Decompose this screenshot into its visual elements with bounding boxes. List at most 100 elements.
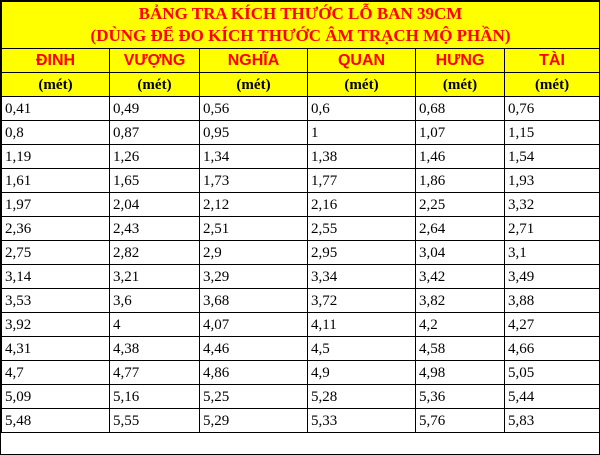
- table-cell: 3,88: [503, 288, 600, 313]
- table-cell: 3,14: [1, 264, 110, 289]
- table-row: 1,97 2,04 2,12 2,16 2,25 3,32: [1, 192, 600, 217]
- table-cell: 4,11: [307, 312, 416, 337]
- table-row: 4,7 4,77 4,86 4,9 4,98 5,05: [1, 360, 600, 385]
- table-cell: 3,32: [503, 192, 600, 217]
- table-cell: 4,9: [307, 360, 416, 385]
- table-row: 5,09 5,16 5,25 5,28 5,36 5,44: [1, 384, 600, 409]
- table-cell: 0,49: [109, 96, 200, 121]
- table-cell: 5,36: [415, 384, 505, 409]
- table-title: BẢNG TRA KÍCH THƯỚC LỖ BAN 39CM (DÙNG ĐỂ…: [0, 1, 600, 49]
- table-cell: 2,25: [415, 192, 505, 217]
- table-cell: 1,86: [415, 168, 505, 193]
- table-row: 0,8 0,87 0,95 1 1,07 1,15: [1, 120, 600, 145]
- table-cell: 5,48: [1, 408, 110, 433]
- table-cell: 4,46: [199, 336, 308, 361]
- table-cell: 3,21: [109, 264, 200, 289]
- table-cell: 1: [307, 120, 416, 145]
- table-row: 1,61 1,65 1,73 1,77 1,86 1,93: [1, 168, 600, 193]
- table-cell: 4,77: [109, 360, 200, 385]
- table-cell: 4,7: [1, 360, 110, 385]
- column-header-vuong: VƯỢNG: [109, 48, 200, 73]
- header-names-row: ĐINH VƯỢNG NGHĨA QUAN HƯNG TÀI: [1, 48, 600, 73]
- title-line-2: (DÙNG ĐỂ ĐO KÍCH THƯỚC ÂM TRẠCH MỘ PHẦN): [90, 26, 511, 45]
- table-cell: 5,05: [503, 360, 600, 385]
- table-cell: 0,6: [307, 96, 416, 121]
- column-unit: (mét): [503, 72, 600, 97]
- table-cell: 2,95: [307, 240, 416, 265]
- table-cell: 4,38: [109, 336, 200, 361]
- table-row: 3,14 3,21 3,29 3,34 3,42 3,49: [1, 264, 600, 289]
- table-cell: 0,68: [415, 96, 505, 121]
- table-cell: 1,15: [503, 120, 600, 145]
- table-cell: 0,76: [503, 96, 600, 121]
- table-cell: 1,93: [503, 168, 600, 193]
- table-cell: 2,04: [109, 192, 200, 217]
- table-row: 2,36 2,43 2,51 2,55 2,64 2,71: [1, 216, 600, 241]
- table-cell: 3,04: [415, 240, 505, 265]
- table-cell: 5,83: [503, 408, 600, 433]
- table-cell: 4,07: [199, 312, 308, 337]
- table-cell: 3,29: [199, 264, 308, 289]
- table-cell: 2,71: [503, 216, 600, 241]
- table-cell: 5,25: [199, 384, 308, 409]
- table-cell: 2,9: [199, 240, 308, 265]
- table-row: 5,48 5,55 5,29 5,33 5,76 5,83: [1, 408, 600, 433]
- lo-ban-table: BẢNG TRA KÍCH THƯỚC LỖ BAN 39CM (DÙNG ĐỂ…: [0, 1, 600, 433]
- column-header-nghia: NGHĨA: [199, 48, 308, 73]
- table-cell: 1,34: [199, 144, 308, 169]
- table-row: 1,19 1,26 1,34 1,38 1,46 1,54: [1, 144, 600, 169]
- table-row: 4,31 4,38 4,46 4,5 4,58 4,66: [1, 336, 600, 361]
- table-cell: 1,61: [1, 168, 110, 193]
- table-cell: 5,16: [109, 384, 200, 409]
- table-cell: 2,64: [415, 216, 505, 241]
- column-header-dinh: ĐINH: [1, 48, 110, 73]
- column-header-quan: QUAN: [307, 48, 416, 73]
- table-cell: 1,19: [1, 144, 110, 169]
- table-row: 3,53 3,6 3,68 3,72 3,82 3,88: [1, 288, 600, 313]
- table-cell: 2,43: [109, 216, 200, 241]
- table-cell: 4: [109, 312, 200, 337]
- table-cell: 3,82: [415, 288, 505, 313]
- table-cell: 4,86: [199, 360, 308, 385]
- table-cell: 3,42: [415, 264, 505, 289]
- table-cell: 5,44: [503, 384, 600, 409]
- table-cell: 2,51: [199, 216, 308, 241]
- column-header-tai: TÀI: [503, 48, 600, 73]
- table-cell: 5,33: [307, 408, 416, 433]
- header-units-row: (mét) (mét) (mét) (mét) (mét) (mét): [1, 72, 600, 97]
- table-cell: 3,68: [199, 288, 308, 313]
- table-row: 2,75 2,82 2,9 2,95 3,04 3,1: [1, 240, 600, 265]
- table-cell: 0,41: [1, 96, 110, 121]
- column-header-hung: HƯNG: [415, 48, 505, 73]
- column-unit: (mét): [1, 72, 110, 97]
- table-cell: 5,09: [1, 384, 110, 409]
- table-cell: 1,73: [199, 168, 308, 193]
- table-cell: 3,92: [1, 312, 110, 337]
- table-cell: 0,95: [199, 120, 308, 145]
- table-cell: 1,26: [109, 144, 200, 169]
- table-cell: 1,97: [1, 192, 110, 217]
- table-cell: 4,31: [1, 336, 110, 361]
- table-cell: 3,1: [503, 240, 600, 265]
- table-cell: 1,07: [415, 120, 505, 145]
- table-cell: 4,5: [307, 336, 416, 361]
- table-cell: 4,58: [415, 336, 505, 361]
- column-unit: (mét): [307, 72, 416, 97]
- table-cell: 4,2: [415, 312, 505, 337]
- table-cell: 4,98: [415, 360, 505, 385]
- table-cell: 3,34: [307, 264, 416, 289]
- table-cell: 0,56: [199, 96, 308, 121]
- table-cell: 3,49: [503, 264, 600, 289]
- table-cell: 5,55: [109, 408, 200, 433]
- table-cell: 5,28: [307, 384, 416, 409]
- table-cell: 2,82: [109, 240, 200, 265]
- column-unit: (mét): [199, 72, 308, 97]
- table-cell: 2,36: [1, 216, 110, 241]
- table-row: 0,41 0,49 0,56 0,6 0,68 0,76: [1, 96, 600, 121]
- table-cell: 4,66: [503, 336, 600, 361]
- table-cell: 3,6: [109, 288, 200, 313]
- table-cell: 3,72: [307, 288, 416, 313]
- table-cell: 4,27: [503, 312, 600, 337]
- table-cell: 0,87: [109, 120, 200, 145]
